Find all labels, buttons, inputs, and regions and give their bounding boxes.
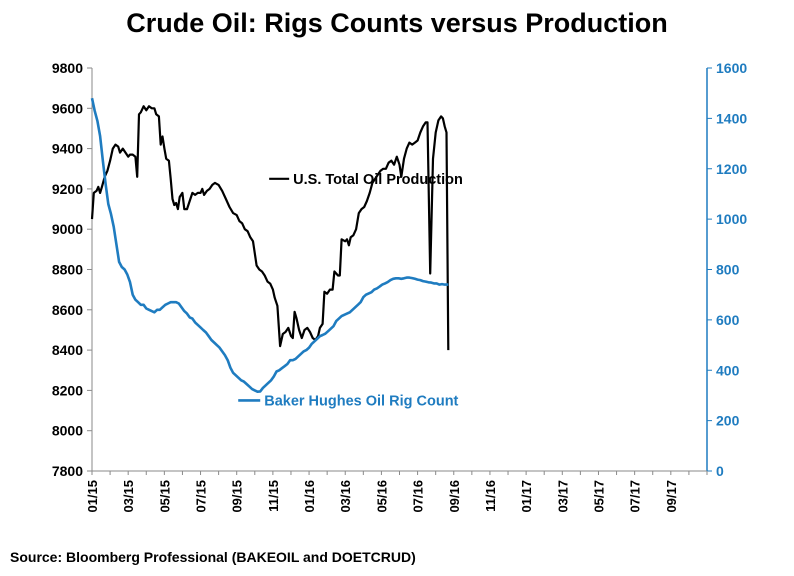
left-tick-label: 9200 xyxy=(52,181,83,197)
left-tick-label: 9400 xyxy=(52,141,83,157)
left-tick-label: 7800 xyxy=(52,463,83,479)
left-tick-label: 8800 xyxy=(52,262,83,278)
x-tick-label: 07/16 xyxy=(411,480,426,513)
x-tick-label: 05/16 xyxy=(374,480,389,513)
left-tick-label: 8600 xyxy=(52,302,83,318)
right-tick-label: 0 xyxy=(716,463,724,479)
source-note: Source: Bloomberg Professional (BAKEOIL … xyxy=(10,549,416,565)
x-tick-label: 07/17 xyxy=(628,480,643,513)
left-tick-label: 9000 xyxy=(52,221,83,237)
left-tick-label: 8400 xyxy=(52,342,83,358)
series-labels: U.S. Total Oil Production Baker Hughes Oi… xyxy=(238,172,463,409)
rig-count-line xyxy=(90,97,449,393)
x-tick-label: 09/16 xyxy=(447,480,462,513)
x-tick-label: 05/15 xyxy=(157,480,172,513)
right-tick-label: 1600 xyxy=(716,60,747,76)
rig-count-legend-label: Baker Hughes Oil Rig Count xyxy=(264,393,458,409)
x-tick-label: 05/17 xyxy=(591,480,606,513)
right-tick-label: 1000 xyxy=(716,211,747,227)
x-tick-label: 01/16 xyxy=(302,480,317,513)
series-lines xyxy=(90,97,450,393)
production-legend-label: U.S. Total Oil Production xyxy=(293,172,463,188)
left-tick-label: 9800 xyxy=(52,60,83,76)
right-tick-label: 600 xyxy=(716,312,740,328)
chart-title: Crude Oil: Rigs Counts versus Production xyxy=(126,8,668,38)
x-tick-label: 03/15 xyxy=(121,480,136,513)
right-tick-label: 1200 xyxy=(716,161,747,177)
production-line xyxy=(90,105,450,351)
x-tick-label: 09/15 xyxy=(230,480,245,513)
x-tick-label: 09/17 xyxy=(664,480,679,513)
x-tick-label: 01/15 xyxy=(85,480,100,513)
axes: 7800800082008400860088009000920094009600… xyxy=(52,60,748,513)
right-tick-label: 800 xyxy=(716,262,740,278)
x-tick-label: 03/17 xyxy=(555,480,570,513)
right-tick-label: 1400 xyxy=(716,110,747,126)
right-tick-label: 400 xyxy=(716,362,740,378)
left-tick-label: 8200 xyxy=(52,382,83,398)
right-tick-label: 200 xyxy=(716,413,740,429)
x-tick-label: 03/16 xyxy=(338,480,353,513)
left-tick-label: 8000 xyxy=(52,423,83,439)
left-tick-label: 9600 xyxy=(52,100,83,116)
x-tick-label: 07/15 xyxy=(194,480,209,513)
x-tick-label: 11/15 xyxy=(266,480,281,512)
x-tick-label: 01/17 xyxy=(519,480,534,513)
x-tick-label: 11/16 xyxy=(483,480,498,512)
